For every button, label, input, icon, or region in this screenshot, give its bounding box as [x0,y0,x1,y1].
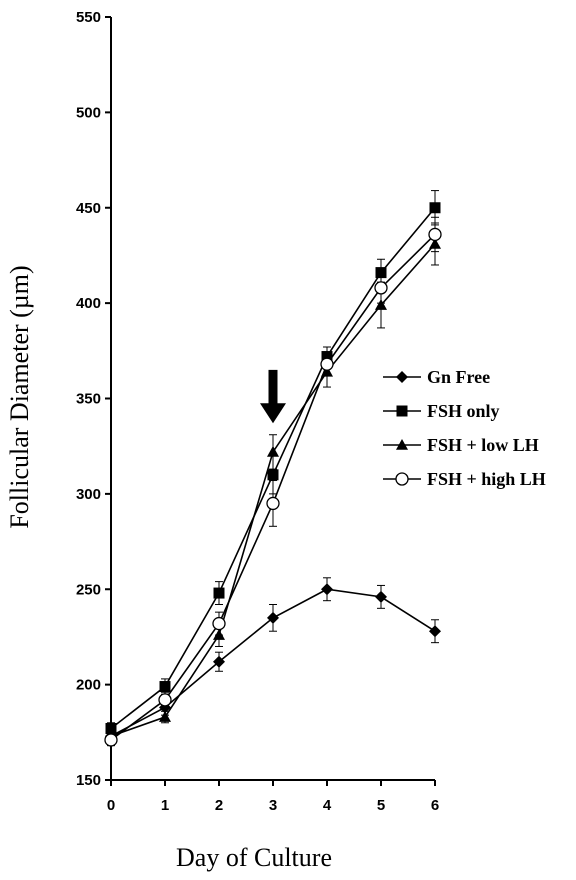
data-point [267,445,279,457]
y-tick-label: 150 [76,772,101,789]
legend-label: FSH + high LH [427,469,546,489]
data-point [159,681,171,693]
x-tick-label: 2 [215,797,223,814]
legend-item: FSH only [383,401,500,421]
y-tick-label: 450 [76,200,101,217]
legend-item: Gn Free [383,367,490,387]
data-point [212,616,226,631]
data-point [213,655,225,668]
data-point [159,711,171,722]
data-point [213,587,225,599]
legend-marker [396,439,408,450]
data-point [104,733,118,747]
data-point [320,357,334,371]
legend: Gn Free FSH only FSH + low LH FSH + high LH [383,367,546,489]
data-point [375,590,387,603]
x-tick-label: 1 [161,797,169,814]
data-point [374,281,388,295]
series-gn-free [105,577,441,743]
data-point [429,625,441,638]
x-tick-label: 6 [431,797,439,814]
y-tick-label: 400 [76,295,101,312]
legend-item: FSH + high LH [383,469,546,489]
data-point [158,693,172,707]
data-point [105,722,117,734]
x-tick-label: 0 [107,797,115,814]
y-tick-label: 500 [76,104,101,121]
legend-item: FSH + low LH [383,435,539,455]
y-tick-label: 200 [76,677,101,694]
series-fsh-high-lh [104,216,442,747]
data-point [375,299,387,310]
data-point [428,227,442,242]
legend-label: FSH + low LH [427,435,539,455]
data-point [266,496,280,511]
legend-marker [396,371,408,383]
data-point [429,202,441,214]
arrow-down-icon [260,403,286,424]
data-point [267,469,279,481]
data-point [267,611,279,624]
x-tick-label: 3 [269,797,277,814]
x-tick-label: 4 [323,797,332,814]
data-point [321,583,333,596]
legend-marker [395,472,409,486]
y-axis-title: Follicular Diameter (µm) [5,265,34,528]
axes: 150 200 250 300 350 400 450 500 550 0 1 2 3 4 5 6 [76,9,439,814]
x-tick-label: 5 [377,797,385,814]
y-tick-label: 300 [76,486,101,503]
y-tick-label: 250 [76,581,101,598]
annotation-layer [260,369,286,424]
legend-label: FSH only [427,401,500,421]
y-tick-label: 550 [76,9,101,26]
arrow-shaft [268,369,278,405]
legend-label: Gn Free [427,367,490,387]
legend-marker [396,405,408,417]
x-axis-title: Day of Culture [176,843,332,872]
series-layer [104,190,442,747]
y-tick-label: 350 [76,391,101,408]
